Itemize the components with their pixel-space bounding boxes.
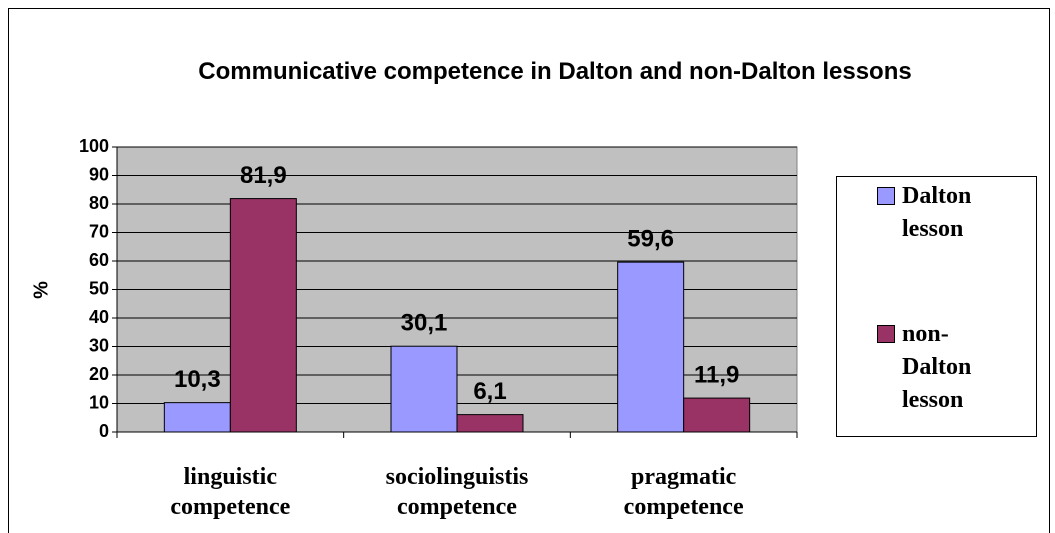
y-tick-label: 10 (89, 392, 109, 412)
y-tick-label: 70 (89, 221, 109, 241)
y-tick-label: 40 (89, 307, 109, 327)
legend-label-box: non-Dalton lesson (902, 321, 972, 413)
y-tick-label: 50 (89, 278, 109, 298)
y-tick-label: 90 (89, 164, 109, 184)
bar (229, 198, 297, 433)
bar (683, 397, 751, 433)
y-tick-label: 0 (99, 421, 109, 441)
data-label: 11,9 (694, 361, 739, 388)
x-tick-label: pragmatic competence (623, 464, 744, 520)
data-label: 6,1 (473, 378, 506, 405)
legend-label-box: Dalton lesson (902, 183, 972, 242)
x-tick-label: linguistic competence (170, 464, 291, 520)
y-tick-label: 100 (79, 136, 109, 156)
data-label: 10,3 (174, 366, 221, 393)
x-tick-label: sociolinguistis competence (385, 464, 529, 520)
bar (163, 402, 231, 433)
title-box: Communicative competence in Dalton and n… (198, 58, 912, 85)
legend-box (836, 176, 1037, 437)
bar (390, 345, 458, 433)
x-tick-label-box: sociolinguistis competence (385, 464, 529, 520)
bar (456, 414, 524, 433)
bar (617, 261, 685, 433)
y-tick-label: 60 (89, 250, 109, 270)
chart-title: Communicative competence in Dalton and n… (198, 58, 912, 85)
data-label: 81,9 (240, 162, 287, 189)
y-axis-label: % (30, 281, 52, 299)
y-tick-label: 20 (89, 364, 109, 384)
x-tick-label-box: pragmatic competence (623, 464, 744, 520)
legend-swatch (877, 187, 895, 205)
legend-label: Dalton lesson (902, 183, 972, 242)
legend-label: non-Dalton lesson (902, 321, 972, 413)
legend-swatch (877, 325, 895, 343)
data-label: 30,1 (401, 310, 448, 337)
data-label: 59,6 (627, 225, 674, 252)
y-tick-label: 80 (89, 193, 109, 213)
x-tick-label-box: linguistic competence (170, 464, 291, 520)
y-tick-label: 30 (89, 335, 109, 355)
